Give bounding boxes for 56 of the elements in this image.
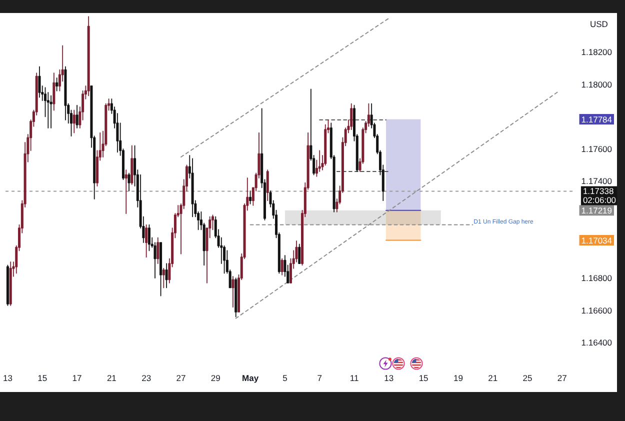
y-tick-label: 1.18000 [581,79,612,90]
x-tick-label: 13 [2,373,13,384]
candlestick [148,224,150,252]
y-tick-label: 1.16600 [581,305,612,316]
candlestick [6,264,9,306]
y-tick-label: 1.17219 [581,206,612,216]
y-tick-label: 1.16400 [581,338,612,348]
candlestick [124,169,128,214]
candlestick [156,237,160,264]
candlestick [52,72,56,111]
candlestick [266,169,269,202]
candlestick [130,145,134,185]
x-tick-label: 25 [522,373,533,384]
y-tick-label: 1.16800 [581,273,612,284]
x-tick-label: 13 [384,373,394,384]
y-tick-label: 1.17784 [581,114,612,124]
x-tick-label: 21 [106,373,117,384]
x-tick-label: 27 [176,373,186,384]
y-axis-title: USD [590,19,608,29]
x-tick-label: 21 [488,373,498,384]
ref-line-label: 1.17338 [582,186,614,196]
candlestick [162,268,165,288]
y-tick-label: 1.17600 [581,144,612,154]
candlestick [76,104,78,128]
y-tick-label: 1.18200 [581,47,612,58]
candlestick [64,66,67,120]
candlestick [234,278,238,318]
candlestick [280,258,284,276]
candlestick [165,263,168,288]
candlestick [38,66,41,98]
candlestick [298,244,301,264]
candlestick [145,224,148,258]
x-tick-label: 15 [418,373,429,384]
candlestick [56,77,58,92]
y-tick-label: 1.17400 [581,176,612,186]
candlestick [87,16,90,96]
candlestick [160,242,162,296]
x-tick-label: 19 [453,373,464,384]
candlestick [50,95,52,128]
x-tick-label: 5 [282,373,288,384]
x-tick-label: 11 [350,373,359,384]
candlestick [191,158,194,218]
x-tick-label: 27 [557,373,568,384]
x-tick-label: 15 [38,373,48,384]
candlestick [232,276,234,308]
x-tick-label: 23 [142,373,152,384]
x-tick-label: 17 [72,373,82,384]
x-tick-label: 29 [210,373,221,384]
candlestick [72,110,76,134]
y-tick-label: 1.17034 [581,236,612,246]
candlestick [9,261,12,306]
x-tick-label: 7 [317,373,322,384]
x-tick-label: May [242,373,259,384]
candlestick [128,172,130,192]
text: 02:06:00 [582,195,616,206]
candlestick [350,103,353,130]
